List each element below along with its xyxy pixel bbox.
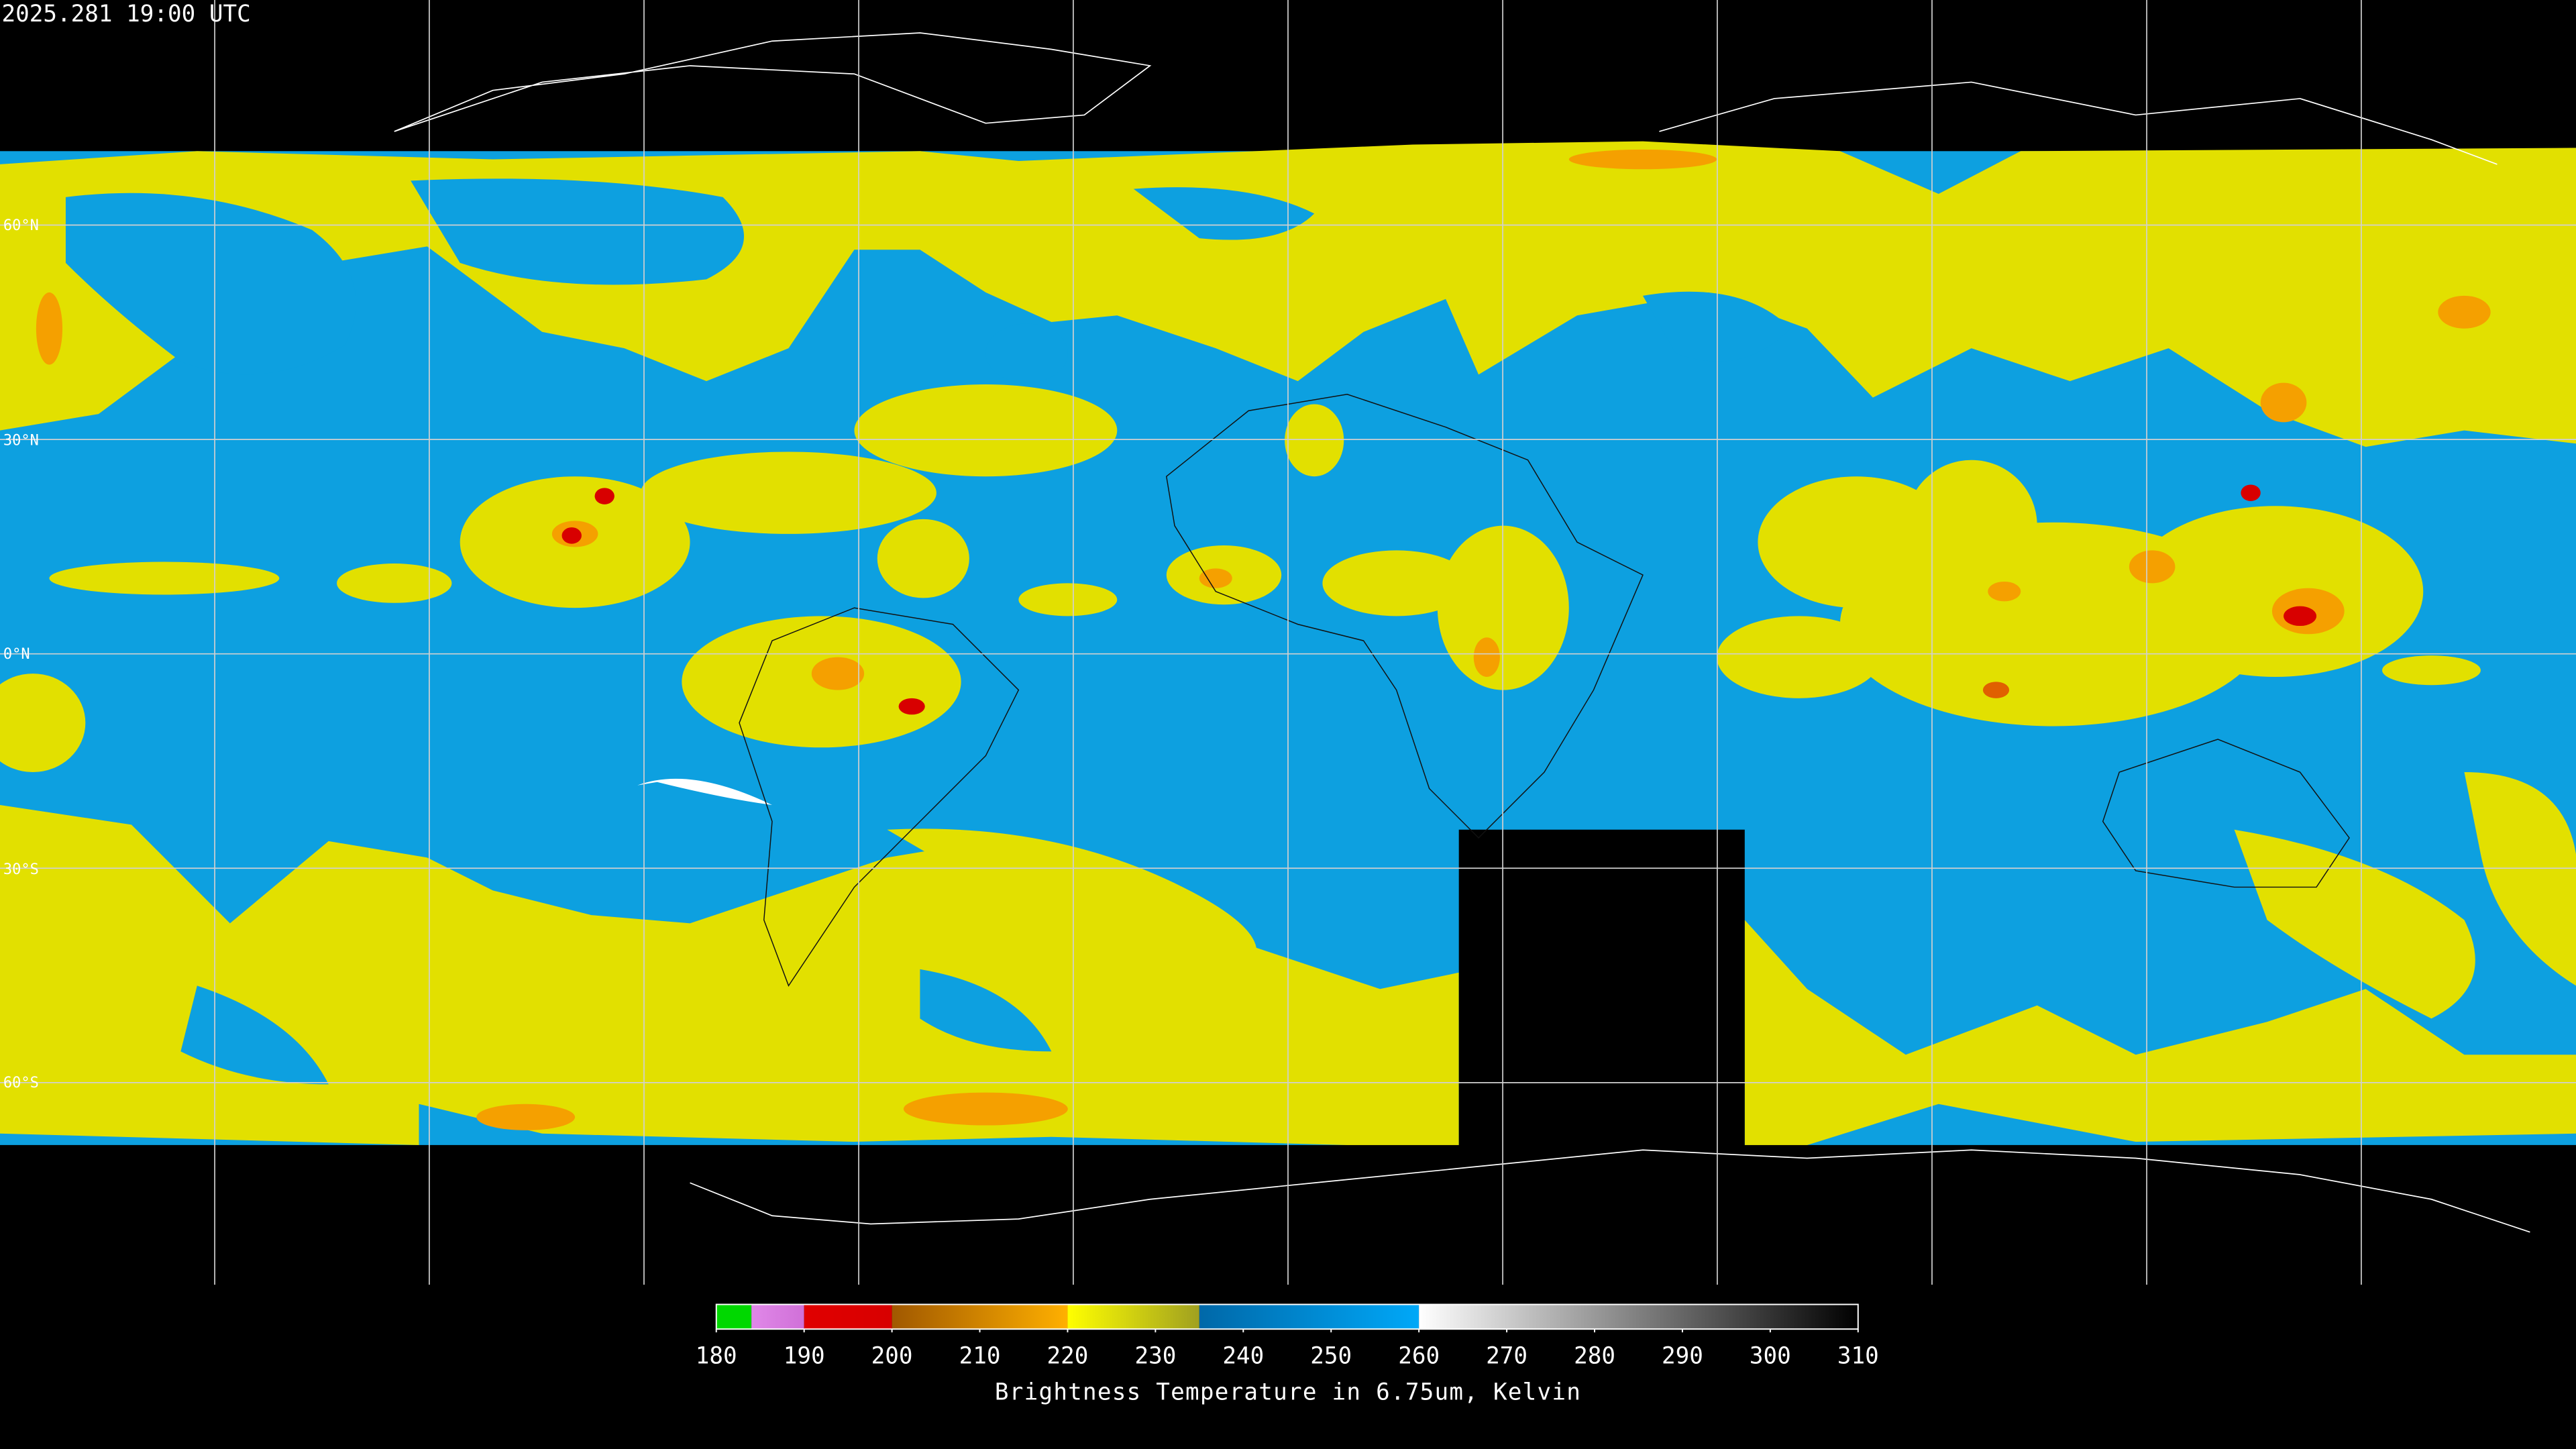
cloud-imagery-shape	[65, 193, 356, 375]
colorbar-segment	[1199, 1304, 1419, 1330]
timestamp: 2025.281 19:00 UTC	[1, 1, 250, 28]
cloud-imagery-shape	[2127, 506, 2424, 677]
cloud-imagery-shape	[561, 527, 582, 544]
coastlines-shape	[690, 1149, 2530, 1233]
cloud-imagery-shape	[2260, 382, 2307, 423]
coastlines-shape	[394, 32, 1152, 132]
cloud-imagery-shape	[920, 969, 1052, 1052]
cloud-imagery-shape	[36, 292, 63, 365]
cloud-imagery-shape	[1133, 187, 1315, 240]
graticule	[0, 0, 2576, 1285]
cloud-imagery-shape	[2382, 655, 2481, 686]
cloud-imagery-shape	[49, 561, 280, 595]
latitude-label: 60°S	[3, 1075, 39, 1091]
cloud-imagery-shape	[1285, 404, 1344, 477]
cloud-imagery-shape	[854, 384, 1118, 477]
latitude-label: 60°N	[3, 217, 39, 234]
colorbar-segment	[751, 1304, 804, 1330]
cloud-imagery-shape	[2241, 484, 2261, 501]
cloud-imagery-shape	[877, 519, 969, 598]
cloud-imagery-shape	[903, 1092, 1068, 1126]
colorbar-tick-label: 180	[696, 1343, 737, 1370]
colorbar-tick-label: 240	[1222, 1343, 1264, 1370]
cloud-imagery-shape	[0, 805, 1459, 1145]
cloud-imagery-shape	[1905, 460, 2037, 592]
colorbar-tick-label: 250	[1310, 1343, 1352, 1370]
colorbar-title: Brightness Temperature in 6.75um, Kelvin	[995, 1379, 1581, 1406]
colorbar-tick-label: 290	[1662, 1343, 1703, 1370]
colorbar-tick-label: 310	[1837, 1343, 1879, 1370]
coastlines	[394, 32, 2530, 1233]
cloud-imagery-shape	[594, 488, 614, 504]
cloud-imagery-shape	[898, 698, 925, 715]
colorbar-tick-label: 230	[1134, 1343, 1176, 1370]
coastlines-shape	[2102, 739, 2350, 888]
cloud-imagery-shape	[2438, 295, 2491, 329]
cloud-imagery-shape	[811, 657, 865, 690]
cloud-imagery-shape	[1744, 920, 2576, 1145]
latitude-label: 30°N	[3, 433, 39, 449]
cloud-imagery-shape	[337, 564, 452, 603]
cloud-imagery-shape	[1717, 616, 1882, 698]
cloud-imagery-shape	[1199, 568, 1232, 588]
cloud-imagery-shape	[1982, 682, 2010, 698]
cloud-imagery-shape	[2129, 550, 2176, 584]
colorbar-tick-label: 190	[784, 1343, 825, 1370]
cloud-imagery-shape	[476, 1104, 576, 1130]
cloud-imagery-shape	[0, 674, 86, 772]
cloud-imagery-shape	[1473, 637, 1500, 677]
colorbar-frame	[715, 1303, 1859, 1330]
coastlines-shape	[1165, 394, 1644, 839]
cloud-imagery-shape	[887, 828, 1257, 969]
cloud-imagery-shape	[1458, 829, 1745, 1159]
latitude-label: 30°S	[3, 861, 39, 878]
coastlines-shape	[1659, 81, 2498, 165]
colorbar-tick-label: 220	[1047, 1343, 1089, 1370]
cloud-imagery-shape	[1322, 550, 1470, 616]
cloud-imagery-shape	[637, 778, 773, 805]
colorbar-tick-label: 260	[1398, 1343, 1440, 1370]
colorbar-tick-label: 280	[1574, 1343, 1615, 1370]
colorbar-segment	[1067, 1304, 1199, 1330]
cloud-imagery-shape	[1568, 149, 1717, 170]
cloud-imagery-shape	[2284, 606, 2317, 627]
cloud-imagery-shape	[180, 985, 329, 1085]
cloud-imagery-shape	[1988, 581, 2021, 602]
colorbar: 180 190 200 210 220 230 240 250 260 270 280 290 300 3…	[696, 1303, 1879, 1370]
cloud-imagery-shape	[985, 323, 1068, 383]
colorbar-tick-label: 300	[1750, 1343, 1791, 1370]
cloud-imagery-shape	[1018, 583, 1118, 616]
colorbar-segment	[804, 1304, 892, 1330]
cloud-imagery-shape	[411, 178, 745, 285]
colorbar-segment	[716, 1304, 752, 1330]
colorbar-tick-label: 200	[871, 1343, 913, 1370]
colorbar-tick-label: 270	[1486, 1343, 1527, 1370]
colorbar-segment	[1419, 1304, 1858, 1330]
coastlines-shape	[739, 607, 1020, 987]
cloud-imagery-shape	[641, 451, 936, 534]
latitude-label: 0°N	[3, 646, 30, 663]
colorbar-tick-label: 210	[959, 1343, 1001, 1370]
cloud-imagery-shape	[2234, 829, 2475, 1019]
colorbar-segment	[892, 1304, 1068, 1330]
cloud-imagery-shape	[2464, 772, 2576, 986]
